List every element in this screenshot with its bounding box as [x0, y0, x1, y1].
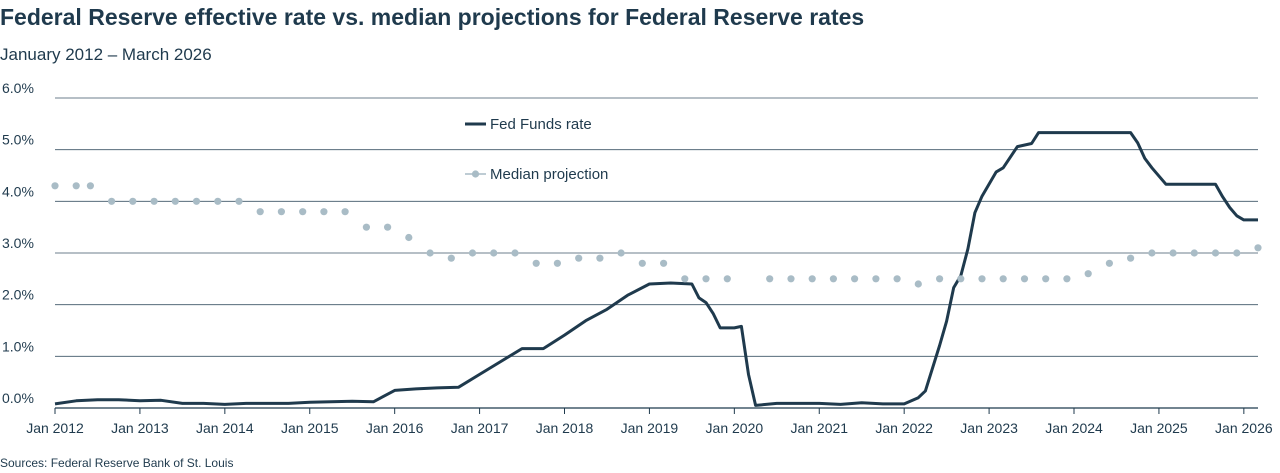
projection-dot	[384, 223, 392, 231]
fed-funds-line	[54, 131, 1258, 407]
projection-dot	[575, 254, 583, 262]
projection-dot	[957, 275, 965, 283]
y-axis: 0.0% 1.0% 2.0% 3.0% 4.0% 5.0% 6.0%	[2, 80, 34, 406]
y-tick-label: 1.0%	[2, 338, 34, 354]
x-tick-label: Jan 2015	[281, 420, 339, 436]
projection-dot	[766, 275, 774, 283]
projection-dot	[490, 249, 498, 257]
projection-dot	[681, 275, 689, 283]
x-tick-label: Jan 2013	[111, 420, 169, 436]
y-tick-label: 5.0%	[2, 132, 34, 148]
projection-dot	[999, 275, 1007, 283]
projection-dot	[1169, 249, 1177, 257]
projection-dot	[171, 197, 179, 205]
projection-dot	[1042, 275, 1050, 283]
projection-dot	[553, 259, 562, 267]
projection-dot	[214, 197, 222, 205]
projection-dot	[1148, 249, 1156, 257]
projection-dot	[256, 208, 264, 216]
y-tick-label: 4.0%	[2, 183, 34, 199]
projection-dot	[914, 280, 922, 288]
projection-dot	[829, 275, 838, 283]
projection-dot	[129, 197, 137, 205]
projection-dot	[723, 275, 731, 283]
projection-dot	[851, 275, 859, 283]
chart-title: Federal Reserve effective rate vs. media…	[0, 4, 865, 30]
projection-dot	[1084, 270, 1092, 278]
projection-dot	[1063, 275, 1071, 283]
x-tick-label: Jan 2014	[196, 420, 254, 436]
projection-dot	[511, 249, 519, 257]
projection-dot	[108, 197, 116, 205]
projection-dot	[787, 275, 795, 283]
projection-dot	[341, 208, 349, 216]
projection-dot	[447, 254, 455, 262]
projection-dot	[596, 254, 604, 262]
projection-dot	[660, 259, 668, 267]
projection-dot	[1105, 259, 1113, 267]
legend-dot-swatch	[471, 170, 480, 178]
y-tick-label: 0.0%	[2, 390, 34, 406]
source-note: Sources: Federal Reserve Bank of St. Lou…	[0, 456, 234, 470]
projection-dot	[277, 208, 285, 216]
projection-dot	[72, 182, 80, 190]
projection-dot	[702, 275, 710, 283]
x-tick-label: Jan 2026	[1215, 420, 1273, 436]
x-tick-label: Jan 2018	[536, 420, 594, 436]
y-tick-label: 6.0%	[2, 80, 34, 96]
projection-dot	[808, 275, 816, 283]
projection-dot	[1190, 249, 1198, 257]
x-tick-label: Jan 2024	[1045, 420, 1103, 436]
chart-subtitle: January 2012 – March 2026	[0, 45, 212, 64]
projection-dot	[638, 259, 646, 267]
projection-dot	[872, 275, 880, 283]
projection-dot	[1020, 275, 1029, 283]
projection-dot	[978, 275, 986, 283]
grid-lines	[55, 97, 1258, 409]
x-tick-label: Jan 2025	[1130, 420, 1188, 436]
median-projection-series	[51, 182, 1262, 288]
projection-dot	[893, 275, 901, 283]
y-tick-label: 2.0%	[2, 287, 34, 303]
legend-label-median: Median projection	[490, 166, 608, 183]
x-tick-label: Jan 2021	[790, 420, 848, 436]
projection-dot	[1127, 254, 1135, 262]
projection-dot	[299, 208, 307, 216]
projection-dot	[192, 197, 201, 205]
legend: Fed Funds rate Median projection	[465, 116, 608, 183]
projection-dot	[51, 182, 59, 190]
x-tick-label: Jan 2012	[26, 420, 84, 436]
x-tick-label: Jan 2022	[875, 420, 933, 436]
projection-dot	[320, 208, 328, 216]
projection-dot	[468, 249, 477, 257]
x-tick-label: Jan 2019	[621, 420, 679, 436]
projection-dot	[405, 233, 413, 242]
projection-dot	[1233, 249, 1241, 257]
x-tick-label: Jan 2020	[706, 420, 764, 436]
projection-dot	[1211, 249, 1220, 257]
projection-dot	[235, 197, 243, 205]
projection-dot	[150, 197, 158, 205]
projection-dot	[426, 249, 434, 257]
fed-funds-series	[54, 131, 1258, 407]
y-tick-label: 3.0%	[2, 235, 34, 251]
projection-dot	[86, 182, 94, 190]
x-tick-label: Jan 2023	[960, 420, 1018, 436]
projection-dot	[1254, 244, 1262, 252]
x-tick-label: Jan 2016	[366, 420, 424, 436]
x-axis: Jan 2012 Jan 2013 Jan 2014 Jan 2015 Jan 2016…	[26, 408, 1273, 436]
projection-dot	[617, 249, 625, 257]
legend-label-fed-funds: Fed Funds rate	[490, 116, 592, 133]
projection-dot	[936, 275, 944, 283]
projection-dot	[532, 259, 540, 267]
x-tick-label: Jan 2017	[451, 420, 509, 436]
projection-dot	[362, 223, 370, 231]
